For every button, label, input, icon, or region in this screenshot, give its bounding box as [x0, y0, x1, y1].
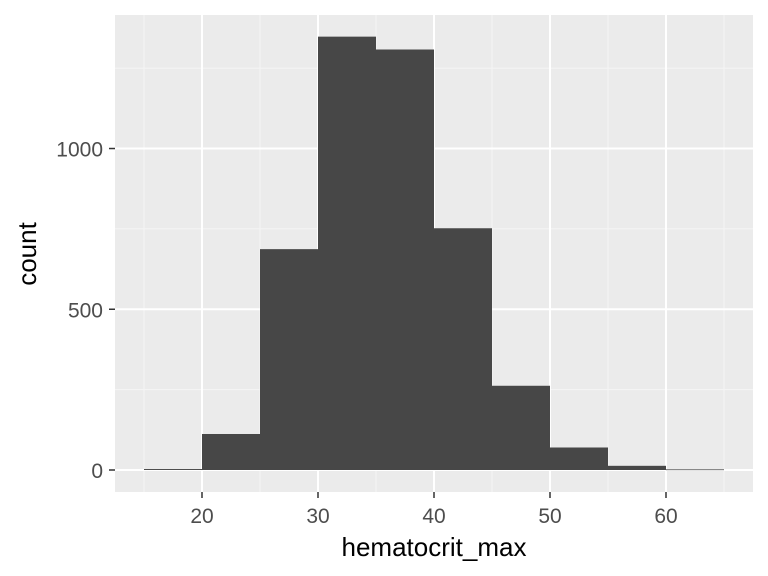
x-tick-label: 30: [306, 505, 329, 528]
x-axis-title: hematocrit_max: [342, 532, 527, 562]
histogram-bar: [550, 447, 608, 470]
y-tick-label: 0: [91, 460, 103, 483]
x-tick-label: 20: [190, 505, 213, 528]
y-axis-title: count: [12, 221, 42, 285]
histogram-bar: [666, 469, 724, 471]
x-tick-label: 60: [654, 505, 677, 528]
y-tick-label: 500: [68, 299, 103, 322]
histogram-bar: [376, 49, 434, 470]
histogram-bars: [144, 36, 724, 471]
histogram-bar: [202, 433, 260, 470]
histogram-bar: [492, 385, 550, 470]
x-axis: 20 30 40 50 60: [190, 492, 678, 528]
y-axis: 0 500 1000: [56, 139, 115, 483]
x-tick-label: 50: [538, 505, 561, 528]
histogram-bar: [608, 465, 666, 470]
histogram-bar: [144, 469, 202, 470]
y-tick-label: 1000: [56, 139, 103, 162]
x-tick-label: 40: [422, 505, 445, 528]
histogram-bar: [318, 36, 376, 470]
histogram-bar: [260, 249, 318, 470]
histogram-bar: [434, 228, 492, 470]
